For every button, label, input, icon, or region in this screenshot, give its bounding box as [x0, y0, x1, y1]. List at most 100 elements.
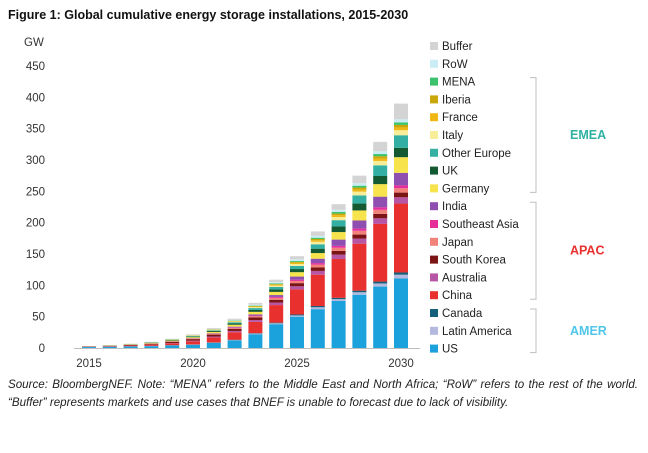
bar-segment	[144, 343, 159, 345]
x-tick-label: 2030	[388, 358, 414, 370]
bar-segment	[248, 308, 263, 310]
bar-segment	[227, 322, 242, 324]
legend-swatch	[430, 237, 438, 246]
bar-segment	[227, 326, 242, 328]
bar-segment	[331, 212, 346, 214]
region-bracket	[530, 308, 537, 354]
legend-label: MENA	[442, 77, 476, 89]
bar-segment	[186, 336, 200, 338]
bar-segment	[373, 154, 388, 157]
bar-stack	[206, 327, 221, 348]
x-tick-label: 2020	[180, 358, 206, 370]
legend-swatch	[430, 59, 438, 68]
bar-segment	[373, 156, 388, 159]
bar-segment	[206, 337, 221, 343]
legend-item: Japan	[430, 237, 473, 249]
bar-segment	[310, 238, 325, 241]
bar-segment	[310, 270, 325, 275]
bar-stack	[394, 103, 408, 348]
bar-segment	[331, 301, 346, 348]
bar-segment	[394, 278, 408, 348]
bar-segment	[269, 282, 284, 284]
bar-segment	[123, 346, 138, 348]
bar-segment	[290, 286, 304, 290]
legend-item: Iberia	[430, 94, 471, 106]
bar-segment	[290, 314, 304, 316]
bar-segment	[290, 276, 304, 280]
bar-stack	[186, 334, 200, 348]
bar-segment	[352, 294, 367, 348]
bar-segment	[373, 209, 388, 214]
bar-segment	[269, 322, 284, 324]
bar-segment	[373, 218, 388, 224]
bar-segment	[394, 188, 408, 193]
bar-segment	[290, 289, 304, 315]
bar-stack	[165, 338, 180, 348]
bar-segment	[290, 261, 304, 263]
bar-segment	[373, 281, 388, 284]
bar-segment	[310, 231, 325, 236]
legend-label: Southeast Asia	[442, 219, 519, 231]
bar-segment	[352, 189, 367, 192]
bar-segment	[248, 302, 263, 305]
bar-segment	[331, 204, 346, 210]
bar-segment	[248, 314, 263, 316]
legend-swatch	[430, 184, 438, 193]
bar-segment	[186, 340, 200, 342]
bar-segment	[394, 124, 408, 128]
bar-segment	[269, 284, 284, 285]
bar-segment	[186, 336, 200, 337]
bar-segment	[373, 184, 388, 197]
legend-swatch	[430, 273, 438, 282]
bar-segment	[186, 338, 200, 340]
legend-swatch	[430, 148, 438, 157]
y-tick-label: 200	[26, 218, 45, 230]
bar-segment	[186, 339, 200, 341]
bar-segment	[269, 302, 284, 306]
bar-segment	[352, 191, 367, 196]
figure-caption: Source: BloombergNEF. Note: “MENA” refer…	[8, 378, 638, 409]
legend-item: France	[430, 112, 478, 124]
bar-stacks	[82, 103, 408, 348]
bar-stack	[227, 318, 242, 348]
bar-segment	[227, 330, 242, 333]
bar-segment	[373, 196, 388, 208]
bar-segment	[373, 283, 388, 287]
legend-item: RoW	[430, 59, 468, 71]
bar-segment	[310, 248, 325, 254]
bar-segment	[373, 165, 388, 176]
bar-segment	[352, 290, 367, 293]
bar-segment	[310, 237, 325, 239]
legend-item: Germany	[430, 183, 490, 195]
legend-label: India	[442, 201, 468, 213]
legend-label: Germany	[442, 183, 490, 195]
bar-segment	[352, 185, 367, 188]
bar-segment	[269, 289, 284, 292]
bar-segment	[248, 317, 263, 320]
legend-swatch	[430, 220, 438, 228]
bar-segment	[373, 141, 388, 152]
stacked-bar-chart: GW 0 50 100 150 200 250 300 350 400 450 2015 2020 202…	[24, 37, 607, 370]
bar-segment	[186, 334, 200, 335]
legend-item: Southeast Asia	[430, 219, 519, 231]
bar-segment	[331, 239, 346, 246]
bar-segment	[394, 119, 408, 123]
y-tick-label: 300	[26, 155, 45, 167]
bar-stack	[102, 345, 117, 348]
legend-label: Italy	[442, 130, 463, 142]
bar-segment	[269, 286, 284, 290]
bar-segment	[165, 343, 180, 346]
bar-segment	[102, 346, 117, 348]
bar-segment	[165, 340, 180, 341]
bar-segment	[206, 331, 221, 332]
bar-segment	[269, 283, 284, 285]
legend-item: Latin America	[430, 326, 512, 338]
legend-swatch	[430, 131, 438, 139]
bar-segment	[206, 334, 221, 337]
bar-segment	[310, 309, 325, 348]
bar-segment	[352, 203, 367, 211]
bar-segment	[373, 207, 388, 210]
legend-swatch	[430, 255, 438, 264]
bar-segment	[331, 226, 346, 233]
bar-segment	[373, 160, 388, 166]
